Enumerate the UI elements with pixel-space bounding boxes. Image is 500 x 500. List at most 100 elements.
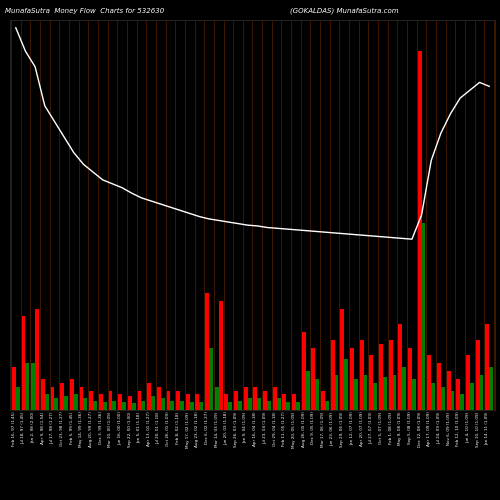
Bar [316,379,319,410]
Bar [147,382,151,410]
Bar [248,398,252,410]
Bar [398,324,402,410]
Bar [99,394,102,410]
Bar [218,301,222,410]
Bar [486,324,489,410]
Bar [263,390,267,410]
Bar [180,400,184,410]
Bar [431,382,435,410]
Bar [364,375,368,410]
Bar [350,348,354,410]
Bar [50,386,54,410]
Bar [157,386,160,410]
Bar [450,390,454,410]
Bar [151,396,155,410]
Bar [441,386,445,410]
Bar [374,382,377,410]
Bar [340,308,344,410]
Bar [32,363,35,410]
Bar [408,348,412,410]
Bar [93,400,97,410]
Bar [166,390,170,410]
Bar [292,394,296,410]
Bar [215,386,218,410]
Bar [254,386,258,410]
Bar [282,394,286,410]
Bar [142,400,146,410]
Bar [205,293,209,410]
Bar [112,400,116,410]
Bar [74,394,78,410]
Bar [334,375,338,410]
Bar [489,367,493,410]
Bar [170,400,174,410]
Bar [102,402,106,410]
Bar [41,379,45,410]
Bar [160,398,164,410]
Bar [331,340,334,410]
Bar [312,348,316,410]
Bar [128,396,132,410]
Bar [12,367,16,410]
Bar [306,371,310,410]
Bar [456,379,460,410]
Bar [476,340,480,410]
Bar [108,390,112,410]
Bar [224,394,228,410]
Bar [437,363,441,410]
Bar [80,386,84,410]
Bar [418,51,422,410]
Bar [296,402,300,410]
Bar [392,375,396,410]
Bar [402,367,406,410]
Bar [70,379,74,410]
Bar [286,402,290,410]
Bar [360,340,364,410]
Bar [26,363,30,410]
Bar [238,400,242,410]
Text: (GOKALDAS) MunafaSutra.com: (GOKALDAS) MunafaSutra.com [290,8,399,14]
Bar [422,223,426,410]
Bar [273,386,276,410]
Bar [64,396,68,410]
Bar [118,394,122,410]
Bar [321,390,325,410]
Bar [480,375,484,410]
Bar [302,332,306,410]
Bar [428,356,431,410]
Bar [186,394,190,410]
Bar [388,340,392,410]
Bar [234,390,238,410]
Bar [354,379,358,410]
Bar [370,356,374,410]
Bar [258,398,261,410]
Bar [209,348,213,410]
Bar [16,386,20,410]
Bar [412,379,416,410]
Bar [84,398,87,410]
Bar [89,390,93,410]
Bar [276,398,280,410]
Bar [138,390,141,410]
Bar [383,377,387,410]
Bar [190,402,194,410]
Bar [45,394,48,410]
Bar [196,394,200,410]
Bar [379,344,383,410]
Bar [228,402,232,410]
Bar [446,371,450,410]
Bar [344,360,348,410]
Bar [200,402,203,410]
Bar [267,400,271,410]
Bar [470,382,474,410]
Bar [176,390,180,410]
Bar [22,316,26,410]
Bar [60,382,64,410]
Bar [132,403,136,410]
Bar [35,308,39,410]
Text: MunafaSutra  Money Flow  Charts for 532630: MunafaSutra Money Flow Charts for 532630 [5,8,164,14]
Bar [244,386,248,410]
Bar [325,400,329,410]
Bar [460,394,464,410]
Bar [122,402,126,410]
